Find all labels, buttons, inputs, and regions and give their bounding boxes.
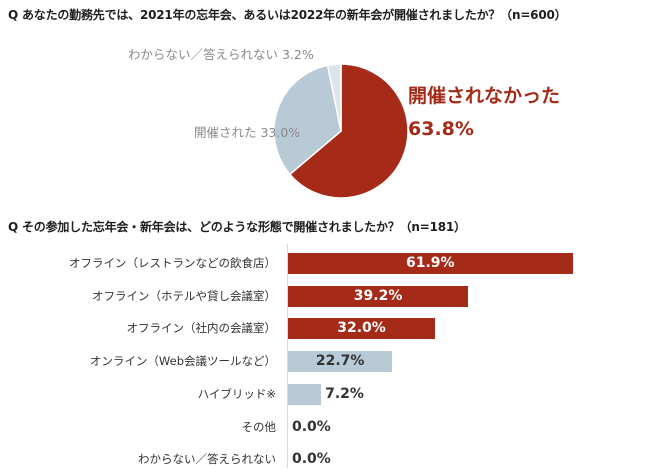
pie-chart — [273, 63, 409, 199]
bar-category-label: オフライン（ホテルや貸し会議室） — [92, 288, 276, 303]
pie-label-not-held: 開催されなかった — [408, 85, 561, 107]
bar-value-label: 0.0% — [292, 418, 331, 435]
bar-value-label: 61.9% — [405, 255, 455, 271]
bar-category-label: ハイブリッド※ — [197, 386, 276, 401]
pie-value-not-held: 63.8% — [408, 118, 474, 140]
pie-question-title: Q あなたの勤務先では、2021年の忘年会、あるいは2022年の新年会が開催され… — [8, 8, 567, 22]
pie-label-held: 開催された 33.0% — [194, 125, 301, 140]
bar-value-label: 39.2% — [353, 287, 403, 304]
bar-axis-line — [287, 244, 288, 468]
pie-slice-0 — [288, 63, 409, 199]
bar-value-label: 22.7% — [315, 353, 365, 370]
bar-category-label: オフライン（レストランなどの飲食店） — [69, 256, 276, 270]
bar-value-label: 7.2% — [325, 385, 364, 402]
bar-category-label: わからない／答えられない — [138, 452, 276, 467]
bar — [288, 351, 393, 373]
bar-question-title: Q その参加した忘年会・新年会は、どのような形態で開催されましたか？（n=181… — [8, 220, 466, 234]
bar-category-label: オフライン（社内の会議室） — [126, 321, 277, 336]
bar — [288, 253, 573, 274]
pie-slice-1 — [273, 64, 342, 176]
bar — [288, 285, 469, 307]
bar-category-label: オンライン（Web会議ツールなど） — [89, 354, 276, 369]
bar — [288, 318, 436, 340]
pie-slice-2 — [326, 63, 342, 132]
bar-value-label: 0.0% — [292, 451, 331, 468]
bar-value-label: 32.0% — [337, 320, 386, 337]
pie-label-unknown: わからない／答えられない 3.2% — [128, 47, 314, 62]
bar-category-label: その他 — [241, 419, 277, 434]
bar — [288, 383, 322, 405]
